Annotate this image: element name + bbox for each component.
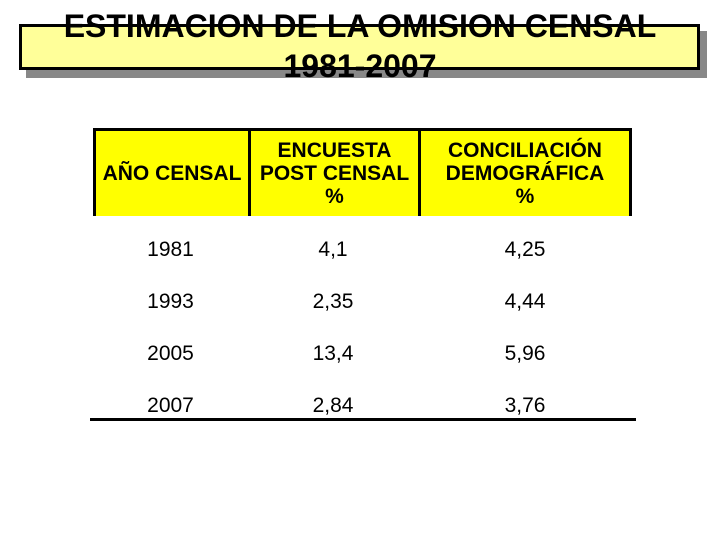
slide-title-line1: ESTIMACION DE LA OMISION CENSAL [63, 8, 657, 44]
header-cell-encuesta-post-censal: ENCUESTA POST CENSAL % [248, 131, 418, 216]
cell-year: 2005 [147, 342, 194, 365]
census-omission-table: AÑO CENSAL ENCUESTA POST CENSAL % CONCIL… [93, 128, 632, 432]
cell-conciliacion-value: 5,96 [504, 342, 546, 365]
table-bottom-rule [90, 418, 636, 421]
slide-title-line2: 1981-2007 [283, 48, 437, 84]
title-box [19, 24, 700, 70]
cell-year: 1993 [147, 290, 194, 313]
cell-conciliacion-value: 3,76 [504, 394, 546, 417]
cell-encuesta-value: 2,84 [312, 394, 354, 417]
cell-conciliacion-value: 4,25 [504, 238, 546, 261]
table-row-1993: 1993 2,35 4,44 [93, 276, 632, 328]
header-cell-ano-censal: AÑO CENSAL [102, 162, 242, 185]
cell-encuesta-value: 4,1 [318, 238, 348, 261]
header-cell-conciliacion-demografica: CONCILIACIÓN DEMOGRÁFICA % [418, 131, 629, 216]
table-row-2007: 2007 2,84 3,76 [93, 380, 632, 432]
cell-conciliacion-value: 4,44 [504, 290, 546, 313]
slide-title: ESTIMACION DE LA OMISION CENSAL 1981-200… [0, 6, 720, 86]
table-row-2005: 2005 13,4 5,96 [93, 328, 632, 380]
table-body: 1981 4,1 4,25 1993 2,35 4,44 2005 13,4 5… [93, 224, 632, 432]
cell-encuesta-value: 2,35 [312, 290, 354, 313]
table-row-1981: 1981 4,1 4,25 [93, 224, 632, 276]
cell-year: 2007 [147, 394, 194, 417]
cell-encuesta-value: 13,4 [312, 342, 354, 365]
cell-year: 1981 [147, 238, 194, 261]
table-header-row: AÑO CENSAL ENCUESTA POST CENSAL % CONCIL… [93, 128, 632, 216]
